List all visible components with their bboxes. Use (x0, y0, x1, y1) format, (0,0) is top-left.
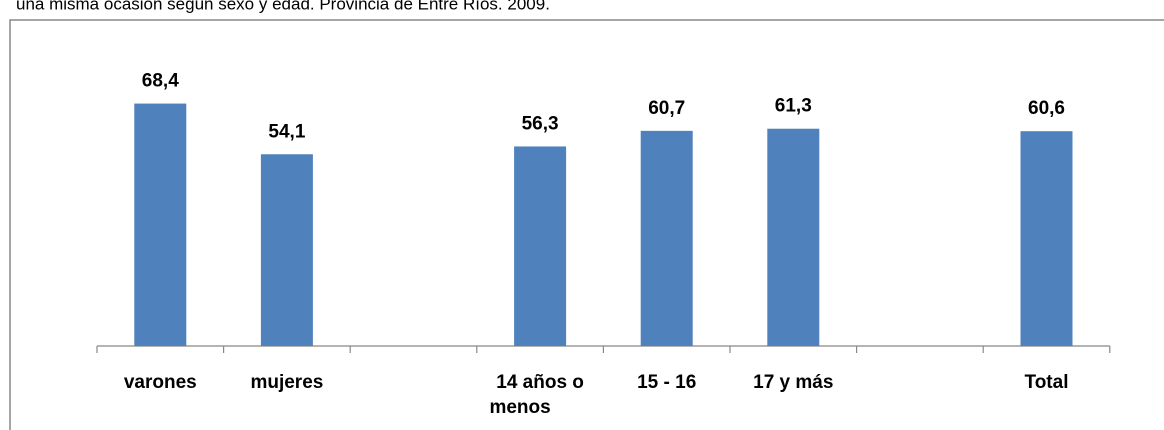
bar (514, 146, 567, 346)
x-tick-label: 14 años o menos (489, 372, 583, 418)
bar (640, 130, 693, 346)
chart-frame (9, 19, 1164, 430)
value-label: 60,7 (648, 98, 685, 119)
value-label: 54,1 (268, 121, 305, 142)
x-tick-label: Total (1025, 372, 1069, 393)
bar (260, 154, 313, 346)
value-label: 60,6 (1028, 98, 1065, 119)
x-tick-label: varones (124, 372, 197, 393)
x-tick-label: mujeres (250, 372, 323, 393)
bar (1020, 131, 1073, 346)
value-label: 56,3 (522, 113, 559, 134)
value-label: 61,3 (775, 96, 812, 117)
value-label: 68,4 (142, 71, 179, 92)
x-tick-label: 17 y más (753, 372, 833, 393)
chart-title: una misma ocasión según sexo y edad. Pro… (16, 0, 550, 13)
bar (767, 128, 820, 346)
x-tick-label: 15 - 16 (637, 372, 696, 393)
bar (134, 103, 187, 346)
